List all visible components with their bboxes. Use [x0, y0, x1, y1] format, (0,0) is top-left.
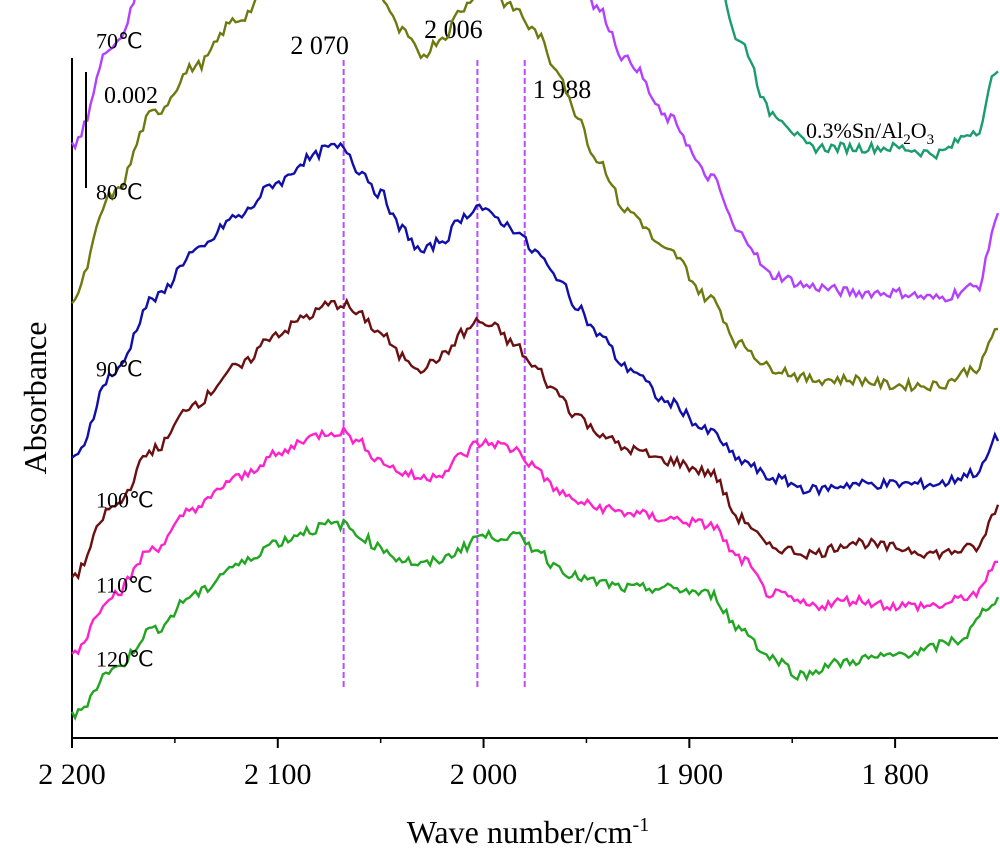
series-line [70, 518, 1000, 721]
x-tick-label: 2 000 [450, 758, 518, 791]
y-axis-title: Absorbance [17, 322, 53, 475]
series-label: 70℃ [96, 28, 143, 53]
series-line [71, 0, 999, 393]
x-tick-label: 2 100 [244, 758, 312, 791]
series-group [70, 0, 1000, 721]
series-label: 110℃ [96, 573, 153, 598]
series-line [71, 297, 1000, 581]
series-label: 120℃ [96, 646, 154, 671]
series-label: 80℃ [96, 179, 143, 204]
x-tick-label: 1 800 [861, 758, 929, 791]
series-line [71, 141, 1000, 497]
x-tick-label: 2 200 [38, 758, 106, 791]
series-line [71, 424, 999, 656]
x-tick-label: 1 900 [656, 758, 724, 791]
x-axis-title: Wave number/cm-1 [407, 814, 649, 850]
axes [71, 58, 998, 739]
x-ticks: 2 200 2 100 2 000 1 900 1 800 [38, 738, 929, 791]
sample-label: 0.3%Sn/Al2O3 [806, 118, 934, 148]
scale-bar: 0.002 [85, 72, 158, 188]
scale-bar-label: 0.002 [104, 83, 158, 109]
series-line [724, 0, 999, 161]
series-label: 90℃ [96, 357, 143, 382]
peak-label: 2 070 [290, 31, 349, 60]
series-label: 100℃ [96, 487, 154, 512]
series-line [70, 0, 1000, 303]
